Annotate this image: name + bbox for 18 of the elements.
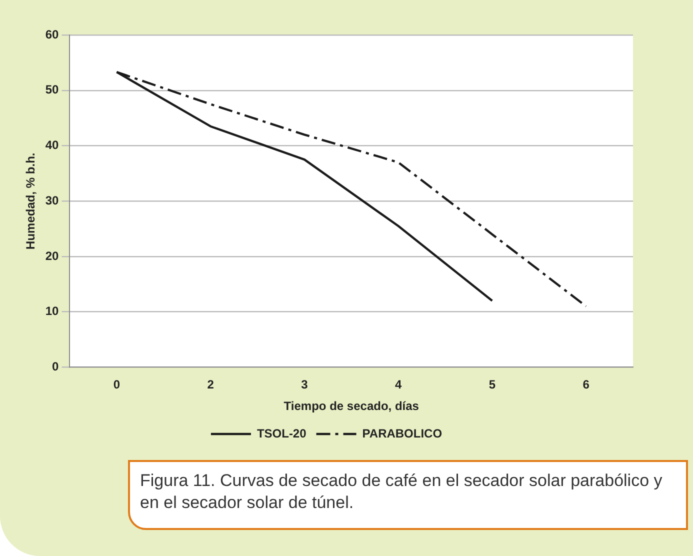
- x-tick-label: 5: [488, 378, 496, 392]
- text: Figura 11. Curvas de secado de café en el secador solar parabólico y en el secador solar de túnel.: [140, 471, 662, 512]
- x-tick-label: 6: [582, 378, 590, 392]
- legend-label: PARABOLICO: [362, 426, 442, 440]
- x-tick-label: 2: [207, 378, 214, 392]
- y-tick-label: 60: [45, 27, 60, 42]
- x-tick-label: 4: [394, 378, 402, 392]
- legend-label: TSOL-20: [256, 426, 307, 440]
- y-tick-label: 20: [45, 248, 60, 263]
- y-axis-title: Humedad, % b.h.: [24, 152, 38, 250]
- x-tick-label: 0: [113, 378, 120, 392]
- y-tick-label: 50: [45, 82, 60, 97]
- y-tick-label: 10: [45, 304, 60, 318]
- y-tick-label: 0: [52, 360, 60, 374]
- y-tick-label: 40: [45, 138, 60, 152]
- y-tick-label: 30: [45, 193, 60, 208]
- x-axis-title: Tiempo de secado, días: [284, 399, 420, 414]
- x-tick-label: 3: [301, 378, 308, 392]
